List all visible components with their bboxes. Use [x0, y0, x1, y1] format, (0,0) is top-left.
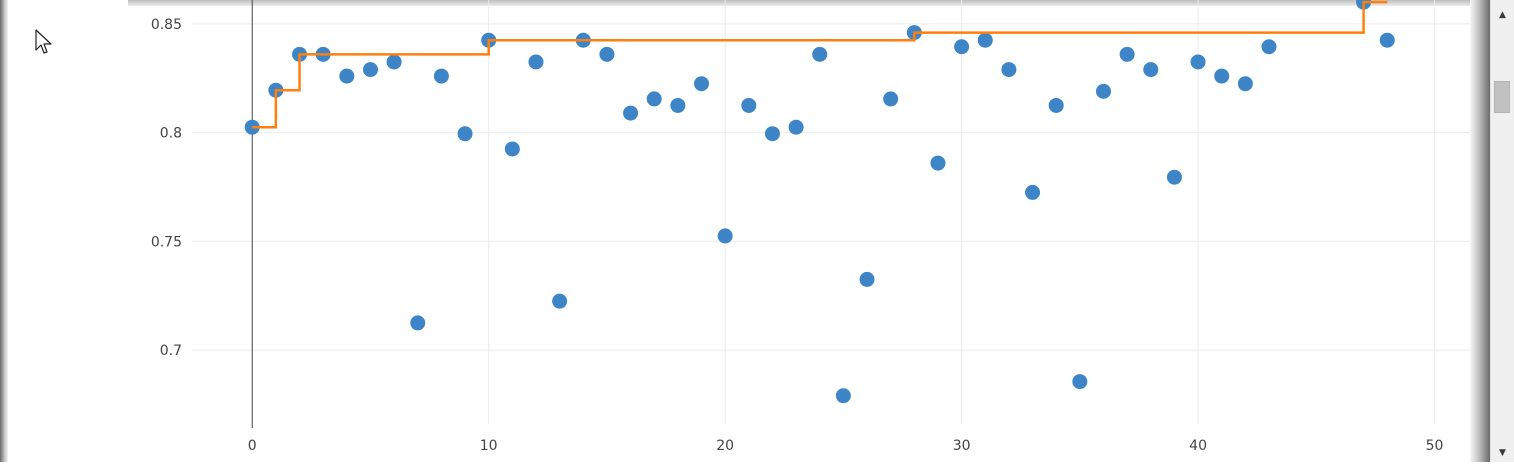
scatter-point — [504, 141, 520, 157]
scatter-point — [883, 91, 899, 107]
scatter-point — [670, 97, 686, 113]
scatter-point — [835, 388, 851, 404]
scatter-point — [362, 62, 378, 78]
y-tick-label: 0.7 — [160, 343, 182, 359]
x-tick-label: 20 — [716, 438, 734, 454]
scatter-point — [788, 119, 804, 135]
scatter-point — [410, 315, 426, 331]
x-tick-label: 40 — [1189, 438, 1207, 454]
scatter-point — [623, 105, 639, 121]
scatter-point — [812, 46, 828, 62]
scatter-point — [552, 293, 568, 309]
scatter-point — [457, 126, 473, 142]
y-tick-label: 0.85 — [151, 17, 182, 33]
scatter-point — [977, 32, 993, 48]
scatter-point — [954, 39, 970, 55]
scatter-point — [859, 271, 875, 287]
vertical-scrollbar[interactable]: ▲ ▼ — [1490, 0, 1514, 462]
scatter-point — [694, 76, 710, 92]
mouse-pointer-icon — [35, 29, 52, 54]
scatter-point — [717, 228, 733, 244]
frame-shadow — [0, 0, 8, 462]
scatter-point — [1214, 68, 1230, 84]
scatter-point — [646, 91, 662, 107]
scatter-point — [741, 97, 757, 113]
scatter-point — [1379, 32, 1395, 48]
scatter-point — [599, 46, 615, 62]
scatter-point — [1237, 76, 1253, 92]
chart-area: 0.7 0.75 0.8 0.85 0 10 20 30 40 50 — [134, 0, 1470, 462]
scatter-point — [1190, 54, 1206, 70]
x-tick-label: 10 — [480, 438, 498, 454]
scroll-up-button[interactable]: ▲ — [1491, 6, 1514, 24]
scatter-point — [386, 54, 402, 70]
scatter-point — [528, 54, 544, 70]
scatter-point — [1166, 169, 1182, 185]
scatter-point — [764, 126, 780, 142]
scatter-point — [1119, 46, 1135, 62]
scatter-point — [1095, 83, 1111, 99]
top-window-edge — [128, 0, 1474, 6]
scatter-point — [1001, 62, 1017, 78]
scatter-point — [1143, 62, 1159, 78]
y-tick-label: 0.75 — [151, 234, 182, 250]
scatter-point — [1261, 39, 1277, 55]
scatter-chart: 0.7 0.75 0.8 0.85 0 10 20 30 40 50 — [151, 0, 1470, 454]
x-tick-label: 30 — [953, 438, 971, 454]
right-window-frame — [1470, 0, 1490, 462]
scatter-point — [930, 155, 946, 171]
scatter-point — [433, 68, 449, 84]
scatter-point — [339, 68, 355, 84]
x-tick-label: 0 — [248, 438, 257, 454]
scroll-down-arrow-icon: ▼ — [1499, 448, 1506, 458]
x-tick-label: 50 — [1426, 438, 1444, 454]
y-tick-label: 0.8 — [160, 126, 182, 142]
scroll-up-arrow-icon: ▲ — [1499, 10, 1506, 20]
scatter-point — [1072, 374, 1088, 390]
scroll-down-button[interactable]: ▼ — [1491, 444, 1514, 462]
scatter-point — [1048, 97, 1064, 113]
left-window-frame — [0, 0, 134, 462]
scatter-point — [1025, 184, 1041, 200]
scroll-thumb[interactable] — [1494, 81, 1510, 113]
best-so-far-step-line — [252, 0, 1388, 129]
